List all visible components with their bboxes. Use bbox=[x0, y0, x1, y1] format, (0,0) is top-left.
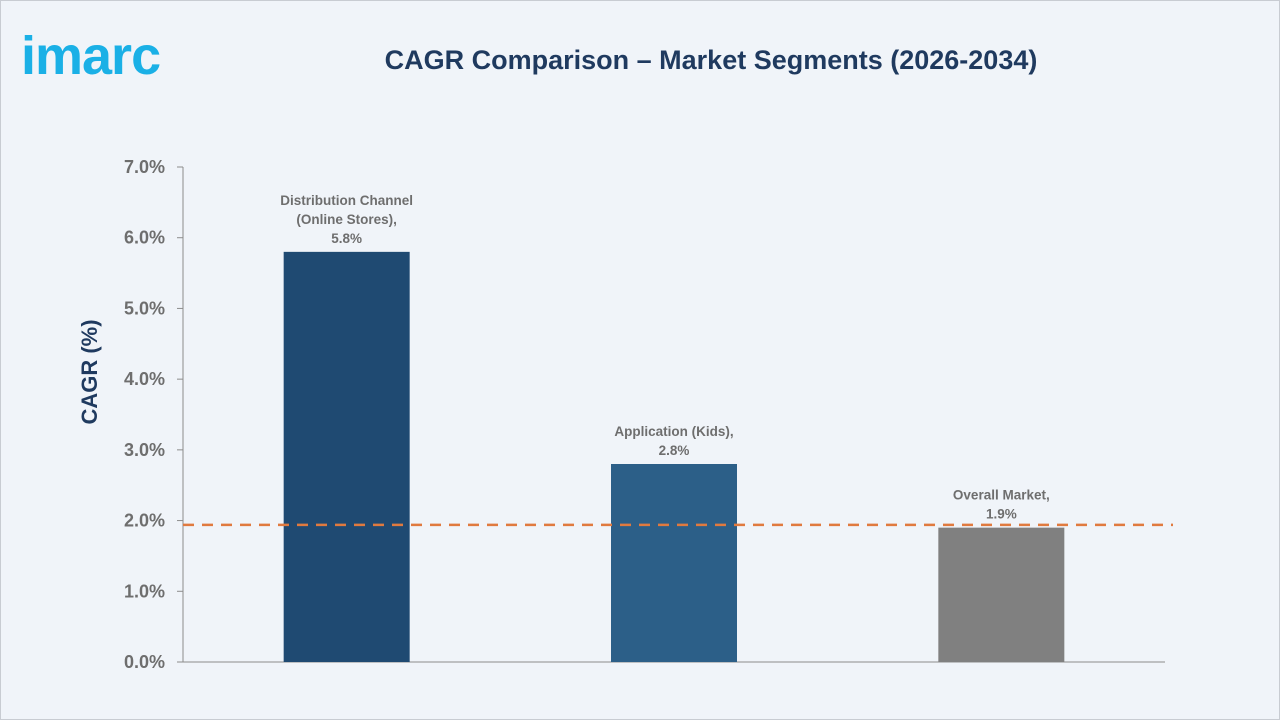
data-label: 1.9% bbox=[986, 507, 1017, 522]
data-label: 2.8% bbox=[659, 443, 690, 458]
data-label: Application (Kids), bbox=[614, 424, 733, 439]
data-labels: Distribution Channel (Online Stores), 5.8%… bbox=[280, 193, 1049, 522]
bars bbox=[283, 251, 1065, 662]
y-tick-label: 1.0% bbox=[124, 581, 165, 601]
chart-title: CAGR Comparison – Market Segments (2026-… bbox=[384, 45, 1038, 75]
y-tick-label: 0.0% bbox=[124, 652, 165, 672]
y-tick-label: 5.0% bbox=[124, 298, 165, 318]
data-label: 5.8% bbox=[331, 231, 362, 246]
bar bbox=[938, 527, 1065, 662]
bar bbox=[283, 251, 410, 662]
axes: 0.0% 1.0% 2.0% 3.0% 4.0% 5.0% 6.0% 7.0% bbox=[124, 157, 1165, 672]
data-label: (Online Stores), bbox=[296, 212, 397, 227]
y-tick-label: 4.0% bbox=[124, 369, 165, 389]
y-tick-label: 7.0% bbox=[124, 157, 165, 177]
y-tick-label: 6.0% bbox=[124, 228, 165, 248]
imarc-logo: imarc bbox=[21, 26, 161, 86]
y-axis-title: CAGR (%) bbox=[77, 319, 102, 424]
data-label: Distribution Channel bbox=[280, 193, 413, 208]
data-label: Overall Market, bbox=[953, 488, 1050, 503]
y-tick-label: 2.0% bbox=[124, 511, 165, 531]
y-tick-label: 3.0% bbox=[124, 440, 165, 460]
bar bbox=[611, 464, 737, 662]
